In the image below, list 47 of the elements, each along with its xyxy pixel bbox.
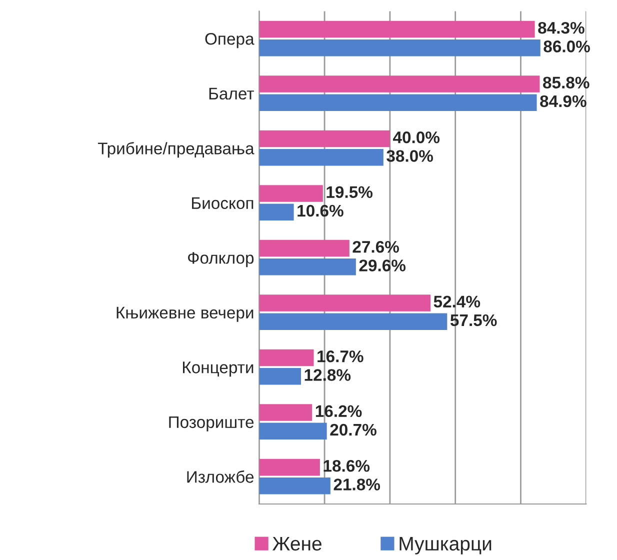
data-label: 52.4% — [434, 296, 480, 308]
data-label: 84.3% — [538, 22, 584, 34]
bar — [259, 185, 323, 202]
bar — [259, 149, 384, 166]
data-label: 85.8% — [543, 76, 590, 88]
y-tick-label: Трибине/предавања — [98, 142, 254, 158]
data-label: 12.8% — [304, 369, 351, 381]
y-tick-label: Биоскоп — [192, 197, 254, 210]
bar — [259, 240, 350, 257]
bar — [259, 204, 294, 221]
data-label: 18.6% — [324, 460, 370, 472]
y-tick-label: Позориште — [169, 416, 254, 432]
bar — [259, 258, 356, 276]
legend-label: Жене — [272, 537, 322, 551]
bar — [259, 349, 314, 366]
bar — [259, 478, 330, 494]
bar — [259, 76, 540, 92]
data-label: 86.0% — [544, 40, 590, 52]
data-label: 19.5% — [326, 186, 373, 198]
data-label: 20.7% — [330, 424, 376, 436]
legend-label: Мушкарци — [400, 537, 492, 554]
bar — [259, 404, 312, 421]
y-tick-label: Опера — [205, 32, 254, 48]
data-label: 38.0% — [386, 150, 433, 162]
data-label: 16.7% — [318, 350, 364, 362]
data-label: 84.9% — [540, 95, 586, 108]
bar — [259, 20, 535, 38]
bar — [259, 313, 448, 330]
y-tick-label: Балет — [209, 88, 254, 100]
bar — [259, 368, 301, 385]
data-label: 29.6% — [359, 260, 406, 272]
bar — [259, 422, 327, 440]
bar — [259, 458, 320, 476]
data-label: 16.2% — [316, 405, 362, 418]
y-tick-label: Изложбе — [187, 470, 254, 483]
y-tick-label: Књижевне вечери — [116, 306, 254, 322]
data-label: 21.8% — [334, 478, 380, 490]
data-label: 10.6% — [298, 204, 344, 217]
bar — [259, 294, 430, 312]
y-tick-label: Концерти — [183, 362, 254, 377]
data-label: 57.5% — [450, 314, 497, 326]
data-label: 27.6% — [352, 240, 399, 253]
bar — [259, 40, 540, 56]
data-label: 40.0% — [392, 131, 440, 144]
y-tick-label: Фолклор — [188, 252, 254, 268]
bar — [259, 130, 390, 148]
bar — [259, 94, 537, 112]
